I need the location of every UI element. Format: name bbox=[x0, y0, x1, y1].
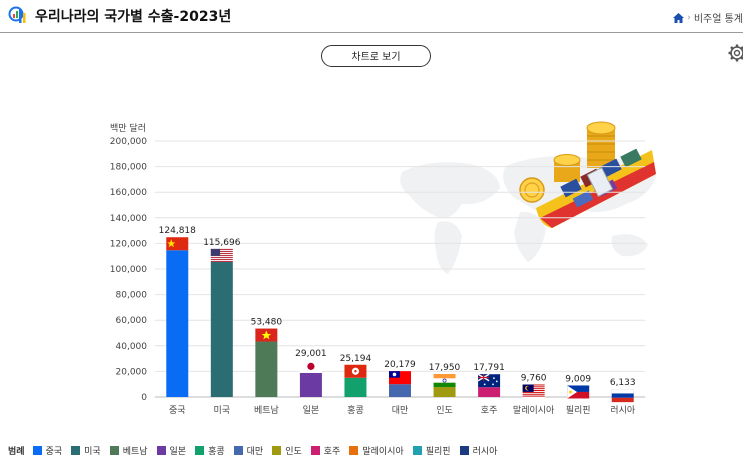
x-tick-label: 호주 bbox=[481, 405, 498, 416]
bar-value-label: 115,696 bbox=[203, 238, 240, 248]
legend-item[interactable]: 홍콩 bbox=[195, 444, 225, 457]
page-title: 우리나라의 국가별 수출-2023년 bbox=[35, 9, 232, 25]
y-tick-label: 100,000 bbox=[110, 265, 147, 275]
legend-label: 말레이시아 bbox=[362, 446, 404, 457]
x-tick-label: 베트남 bbox=[254, 405, 279, 416]
legend-item[interactable]: 말레이시아 bbox=[349, 444, 404, 457]
home-icon[interactable] bbox=[673, 12, 685, 23]
bar-value-label: 17,950 bbox=[429, 363, 461, 373]
legend-swatch bbox=[32, 445, 42, 455]
export-bar-chart: 백만 달러 0 20,000 40,000 60,000 80,000 100,000 120… bbox=[110, 121, 656, 416]
bar-value-label: 6,133 bbox=[610, 378, 636, 388]
legend-label: 필리핀 bbox=[425, 446, 451, 457]
flag-icon bbox=[477, 373, 501, 388]
breadcrumb: › 비주얼 통계 bbox=[673, 10, 743, 25]
bar[interactable] bbox=[433, 387, 456, 397]
legend-swatch bbox=[156, 445, 166, 455]
legend-label: 인도 bbox=[285, 446, 302, 457]
bar-value-label: 20,179 bbox=[384, 360, 416, 370]
flag-icon bbox=[611, 388, 634, 403]
legend-swatch bbox=[71, 445, 81, 455]
legend-item[interactable]: 호주 bbox=[310, 444, 341, 457]
legend-item[interactable]: 인도 bbox=[272, 444, 302, 457]
x-tick-label: 미국 bbox=[214, 405, 231, 416]
legend-item[interactable]: 일본 bbox=[156, 444, 187, 457]
chart-legend: 범례 중국 미국 베트남 일본 홍콩 대만 인도 호주 말레이시아 필리핀 러시아 bbox=[8, 443, 506, 457]
y-tick-label: 160,000 bbox=[110, 188, 147, 198]
bar-value-label: 53,480 bbox=[251, 318, 283, 328]
bar[interactable] bbox=[478, 387, 501, 397]
cargo-ship-illustration bbox=[519, 121, 656, 228]
flag-icon bbox=[522, 384, 545, 398]
legend-item[interactable]: 미국 bbox=[71, 444, 101, 457]
logo-icon bbox=[8, 6, 26, 23]
bar-value-label: 124,818 bbox=[159, 226, 196, 236]
bar-value-label: 9,760 bbox=[521, 374, 547, 384]
flag-icon bbox=[166, 237, 189, 251]
bar-value-label: 25,194 bbox=[340, 354, 372, 364]
flag-icon bbox=[344, 364, 367, 378]
bar[interactable] bbox=[389, 384, 411, 397]
flag-icon bbox=[210, 248, 233, 262]
legend-label: 일본 bbox=[169, 446, 187, 457]
breadcrumb-separator: › bbox=[687, 12, 691, 23]
page-header: 우리나라의 국가별 수출-2023년 › 비주얼 통계 bbox=[0, 0, 743, 33]
legend-swatch bbox=[310, 445, 320, 455]
x-tick-label: 필리핀 bbox=[566, 404, 591, 416]
flag-icon bbox=[255, 328, 278, 342]
bar-value-label: 17,791 bbox=[473, 363, 505, 373]
legend-label: 대만 bbox=[246, 446, 264, 457]
bar-value-label: 9,009 bbox=[565, 374, 591, 384]
legend-swatch bbox=[233, 445, 243, 455]
x-tick-label: 홍콩 bbox=[347, 404, 364, 416]
bar[interactable] bbox=[299, 372, 322, 397]
y-tick-label: 180,000 bbox=[110, 163, 147, 173]
x-tick-label: 인도 bbox=[436, 405, 453, 416]
legend-label: 중국 bbox=[45, 446, 63, 457]
y-tick-label: 80,000 bbox=[116, 291, 148, 301]
coin-stack-icon bbox=[519, 121, 616, 203]
legend-swatch bbox=[349, 445, 359, 455]
breadcrumb-item[interactable]: 비주얼 통계 bbox=[693, 14, 743, 25]
legend-item[interactable]: 중국 bbox=[32, 444, 63, 457]
legend-swatch bbox=[195, 445, 205, 455]
x-tick-label: 말레이시아 bbox=[513, 404, 555, 416]
x-tick-label: 대만 bbox=[392, 405, 409, 416]
y-tick-label: 40,000 bbox=[116, 342, 148, 352]
y-tick-label: 0 bbox=[141, 393, 147, 403]
flag-icon bbox=[567, 385, 590, 399]
y-tick-label: 140,000 bbox=[110, 214, 147, 224]
legend-item[interactable]: 러시아 bbox=[459, 444, 498, 457]
legend-item[interactable]: 필리핀 bbox=[412, 444, 451, 457]
bar[interactable] bbox=[166, 250, 189, 397]
legend-title: 범례 bbox=[8, 446, 25, 457]
legend-swatch bbox=[412, 445, 422, 455]
x-tick-label: 중국 bbox=[169, 405, 186, 416]
bar[interactable] bbox=[255, 341, 278, 397]
legend-swatch bbox=[459, 445, 469, 455]
legend-label: 러시아 bbox=[472, 446, 498, 457]
legend-label: 홍콩 bbox=[208, 446, 225, 457]
bar[interactable] bbox=[210, 261, 233, 397]
view-chart-button[interactable]: 차트로 보기 bbox=[321, 45, 431, 67]
legend-label: 미국 bbox=[84, 446, 101, 457]
flag-icon bbox=[433, 374, 456, 388]
x-tick-label: 러시아 bbox=[610, 405, 636, 416]
x-tick-label: 일본 bbox=[303, 405, 320, 416]
legend-swatch bbox=[272, 445, 282, 455]
bar[interactable] bbox=[344, 377, 367, 397]
y-tick-label: 20,000 bbox=[116, 367, 148, 377]
bar-value-label: 29,001 bbox=[295, 349, 327, 359]
flag-icon bbox=[299, 359, 322, 373]
y-tick-label: 60,000 bbox=[116, 316, 148, 326]
y-axis-unit-label: 백만 달러 bbox=[110, 122, 146, 134]
flag-icon bbox=[389, 371, 411, 385]
legend-item[interactable]: 베트남 bbox=[109, 444, 148, 457]
y-tick-label: 120,000 bbox=[110, 239, 147, 249]
legend-label: 호주 bbox=[323, 446, 341, 457]
legend-swatch bbox=[109, 445, 119, 455]
legend-label: 베트남 bbox=[122, 446, 148, 457]
legend-item[interactable]: 대만 bbox=[233, 444, 264, 457]
y-tick-label: 200,000 bbox=[110, 137, 147, 147]
